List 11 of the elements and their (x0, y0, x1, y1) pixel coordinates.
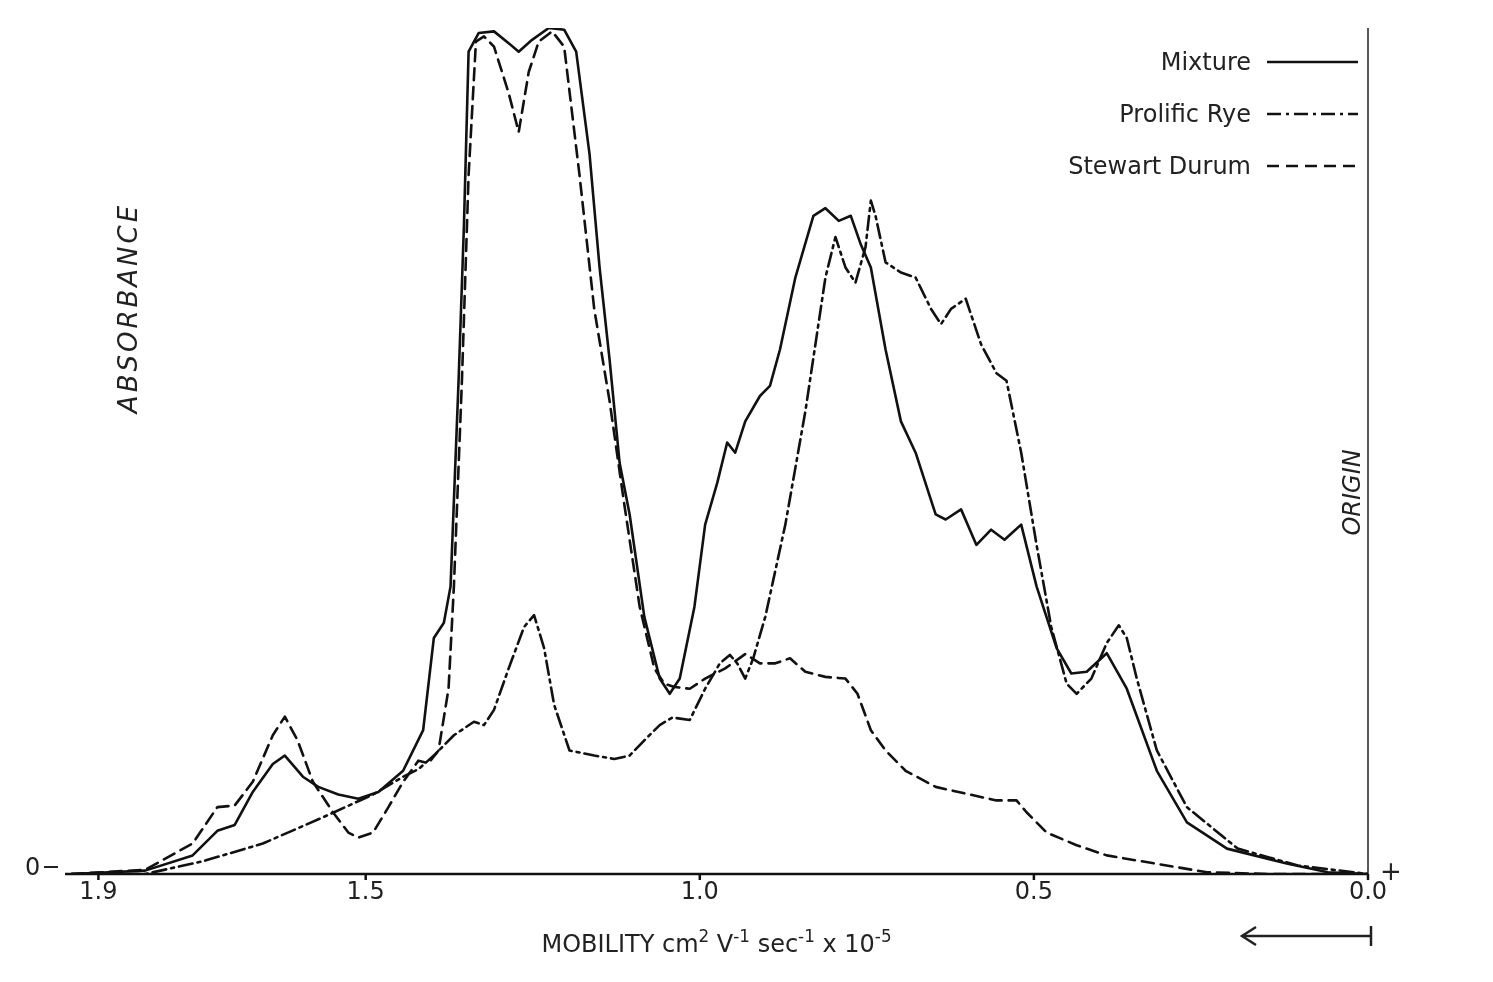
x-axis-title: MOBILITY cm$^{2}$ V$^{-1}$ sec$^{-1}$ x 10$^{-5}$ (541, 926, 892, 958)
legend-label: Stewart Durum (1068, 152, 1251, 180)
x-tick-label: 1.9 (79, 877, 118, 906)
legend-label: Mixture (1160, 48, 1251, 76)
x-tick-label: 1.0 (680, 877, 719, 906)
ref-line-label: ORIGIN (1338, 449, 1366, 536)
text: 0 (25, 853, 41, 881)
legend-label: Prolific Rye (1119, 100, 1251, 128)
x-tick-label: 0.5 (1014, 877, 1053, 906)
y-axis-title: ABSORBANCE (113, 202, 143, 414)
x-tick-label: 1.5 (346, 877, 385, 906)
